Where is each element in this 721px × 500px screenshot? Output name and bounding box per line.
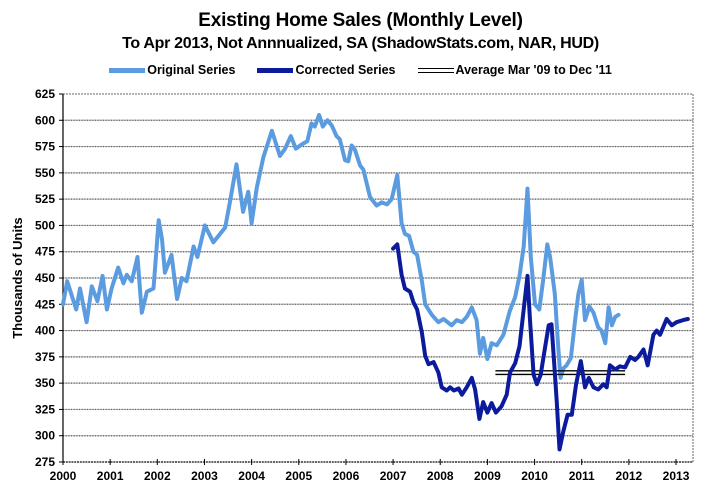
y-tick-label: 625: [35, 87, 55, 101]
legend-label-average: Average Mar '09 to Dec '11: [455, 63, 612, 77]
tick-labels: 275 300 325 350 375 400 425 450 475 500 525 550 575 6…: [35, 87, 690, 483]
legend-item-corrected: Corrected Series: [257, 63, 396, 77]
gridlines: [63, 119, 693, 437]
x-tick-label: 2010: [521, 469, 548, 483]
y-tick-label: 550: [35, 166, 55, 180]
chart-title: Existing Home Sales (Monthly Level): [198, 10, 523, 31]
y-tick-label: 575: [35, 140, 55, 154]
x-tick-label: 2007: [380, 469, 407, 483]
y-tick-label: 600: [35, 113, 55, 127]
y-tick-label: 350: [35, 376, 55, 390]
x-tick-label: 2011: [569, 469, 595, 483]
y-axis-label: Thousands of Units: [10, 217, 25, 338]
y-tick-label: 300: [35, 429, 55, 443]
x-tick-label: 2005: [285, 469, 312, 483]
legend-item-average: Average Mar '09 to Dec '11: [417, 63, 612, 77]
legend-swatch-corrected: [257, 67, 294, 73]
y-tick-label: 425: [35, 297, 55, 311]
x-tick-label: 2004: [238, 469, 265, 483]
legend: Original Series Corrected Series Average…: [0, 63, 721, 77]
y-tick-label: 475: [35, 245, 55, 259]
x-tick-label: 2006: [333, 469, 360, 483]
x-tick-label: 2002: [144, 469, 171, 483]
legend-swatch-average: [417, 67, 454, 73]
series-corrected-line: [391, 242, 690, 452]
y-tick-label: 450: [35, 271, 55, 285]
y-tick-label: 500: [35, 218, 55, 232]
y-tick-label: 525: [35, 192, 55, 206]
legend-label-corrected: Corrected Series: [295, 63, 396, 77]
y-tick-label: 400: [35, 324, 55, 338]
y-tick-label: 325: [35, 402, 55, 416]
x-tick-label: 2001: [97, 469, 124, 483]
x-tick-label: 2012: [616, 469, 643, 483]
x-tick-label: 2008: [427, 469, 454, 483]
chart-subtitle: To Apr 2013, Not Annnualized, SA (Shadow…: [122, 35, 599, 52]
x-tick-label: 2003: [191, 469, 218, 483]
y-tick-label: 375: [35, 350, 55, 364]
x-tick-label: 2000: [50, 469, 77, 483]
axes: [59, 93, 694, 465]
y-tick-label: 275: [35, 455, 55, 469]
series-lines: [61, 113, 690, 452]
series-original-line: [61, 113, 621, 380]
legend-item-original: Original Series: [109, 63, 235, 77]
legend-swatch-original: [109, 67, 146, 73]
x-tick-label: 2013: [663, 469, 690, 483]
legend-label-original: Original Series: [147, 63, 236, 77]
x-tick-label: 2009: [474, 469, 501, 483]
